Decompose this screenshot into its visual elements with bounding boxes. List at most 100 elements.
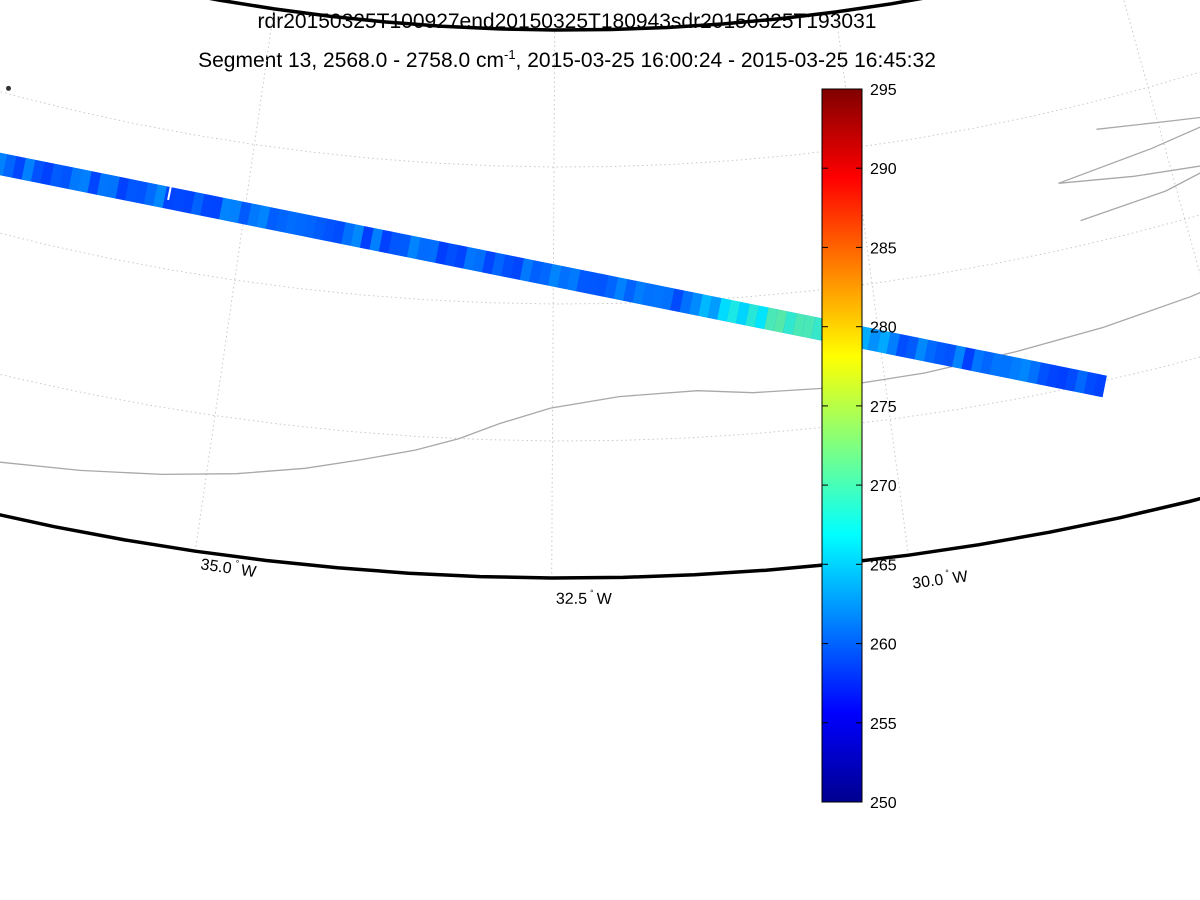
swath-cell <box>632 281 647 305</box>
swath-cell <box>698 294 713 318</box>
swath-cell <box>294 212 308 237</box>
swath-cell <box>143 182 158 206</box>
lon-label-hemisphere: W <box>952 568 970 587</box>
colorbar-tick-label: 250 <box>870 795 897 812</box>
title-wavenumber-exponent: -1 <box>503 47 516 62</box>
swath-cell <box>1027 360 1041 384</box>
swath-cell <box>491 252 506 277</box>
swath-cell <box>266 207 280 231</box>
colorbar-tick-label: 275 <box>870 399 897 416</box>
parallel-gridline <box>0 356 1200 442</box>
svg-text:35.0°W: 35.0 °W <box>199 553 258 581</box>
swath-cell <box>989 352 1004 377</box>
swath-cell <box>717 298 731 322</box>
swath-cell <box>190 192 205 216</box>
degree-symbol: ° <box>945 568 950 578</box>
swath-cell <box>256 205 271 229</box>
swath-cell <box>905 335 919 360</box>
swath-cell <box>623 279 637 303</box>
swath-cell <box>378 229 393 254</box>
swath-cell <box>867 328 882 352</box>
swath-cell <box>1008 356 1023 381</box>
lon-label: 30.0° W <box>911 565 970 593</box>
coastline <box>0 113 1200 476</box>
swath-cell <box>435 241 449 265</box>
svg-text:30.0°W: 30.0° W <box>911 565 970 592</box>
swath-cell <box>200 193 214 218</box>
swath-cell <box>811 317 825 341</box>
lon-label-value: 35.0 <box>199 556 232 577</box>
swath-cell <box>1036 362 1051 386</box>
graticule <box>0 0 1200 579</box>
swath-cell <box>679 290 694 314</box>
colorbar: 295 290 285 280 275 270 265 260 255 250 <box>821 82 897 812</box>
swath-cell <box>388 231 402 256</box>
swath-cell <box>557 265 572 290</box>
swath-cell <box>726 299 741 324</box>
swath-cell <box>1046 364 1060 388</box>
lon-label-value: 32.5 <box>556 591 587 608</box>
swath-cell <box>952 345 966 369</box>
swath-cell <box>125 178 139 203</box>
swath-cell <box>96 173 111 197</box>
swath-cell <box>12 156 26 180</box>
swath-cell <box>886 332 901 356</box>
swath-cell <box>1074 370 1088 394</box>
meridian-gridline <box>551 29 556 579</box>
swath-cell <box>68 167 83 191</box>
swath-cell <box>49 163 64 188</box>
chart-title-line-1: rdr20150325T100927end20150325T180943sdr2… <box>257 10 877 33</box>
swath-cell <box>407 235 421 259</box>
swath-cell <box>228 199 243 224</box>
swath-cell <box>754 305 769 330</box>
swath-cell <box>172 188 186 212</box>
swath-cell <box>341 222 355 246</box>
swath-cell <box>59 165 73 189</box>
swath-cell <box>463 246 478 271</box>
meridian-gridline <box>194 8 275 552</box>
swath-cell <box>613 277 628 301</box>
lon-label-hemisphere: W <box>240 562 258 581</box>
swath-cell <box>21 158 36 182</box>
coastline-segment <box>1058 113 1200 222</box>
swath-cell <box>688 292 703 316</box>
swath-cell <box>482 250 496 275</box>
swath-cell <box>453 245 468 269</box>
swath-cell <box>181 190 196 214</box>
colorbar-tick-label: 295 <box>870 82 897 99</box>
swath-cell <box>284 211 299 235</box>
swath-cell <box>594 273 609 297</box>
swath-cell <box>970 349 985 373</box>
swath-cell <box>31 159 45 184</box>
swath-cell <box>707 296 722 320</box>
map-frame-layer <box>0 0 1200 580</box>
swath-cell <box>547 264 562 288</box>
swath-cell <box>209 195 224 220</box>
swath-cell <box>500 254 515 278</box>
swath-cell <box>444 243 459 267</box>
title-time-range: , 2015-03-25 16:00:24 - 2015-03-25 16:45… <box>515 49 936 72</box>
lon-label-value: 30.0 <box>911 572 944 593</box>
swath-gap <box>167 186 172 201</box>
swath-cell <box>660 286 675 311</box>
swath-cell <box>641 282 656 307</box>
swath-cell <box>40 161 55 186</box>
swath-cell <box>425 239 440 263</box>
map-frame <box>0 0 1200 580</box>
swath-cell <box>764 307 778 331</box>
swath-cell <box>219 197 233 222</box>
lon-label-hemisphere: W <box>597 591 613 608</box>
swath-cell <box>275 209 290 233</box>
swath-layer <box>0 85 1107 398</box>
swath-cell <box>237 201 252 225</box>
swath-cell <box>529 260 543 284</box>
swath-cell <box>576 269 590 294</box>
degree-symbol: ° <box>235 558 240 568</box>
swath-cell <box>801 315 816 339</box>
swath-cell <box>519 258 534 282</box>
swath-cell <box>914 337 929 362</box>
swath-cell <box>980 351 994 375</box>
swath-cell <box>651 284 666 309</box>
colorbar-gradient <box>821 88 863 803</box>
swath-cell <box>1083 371 1098 396</box>
